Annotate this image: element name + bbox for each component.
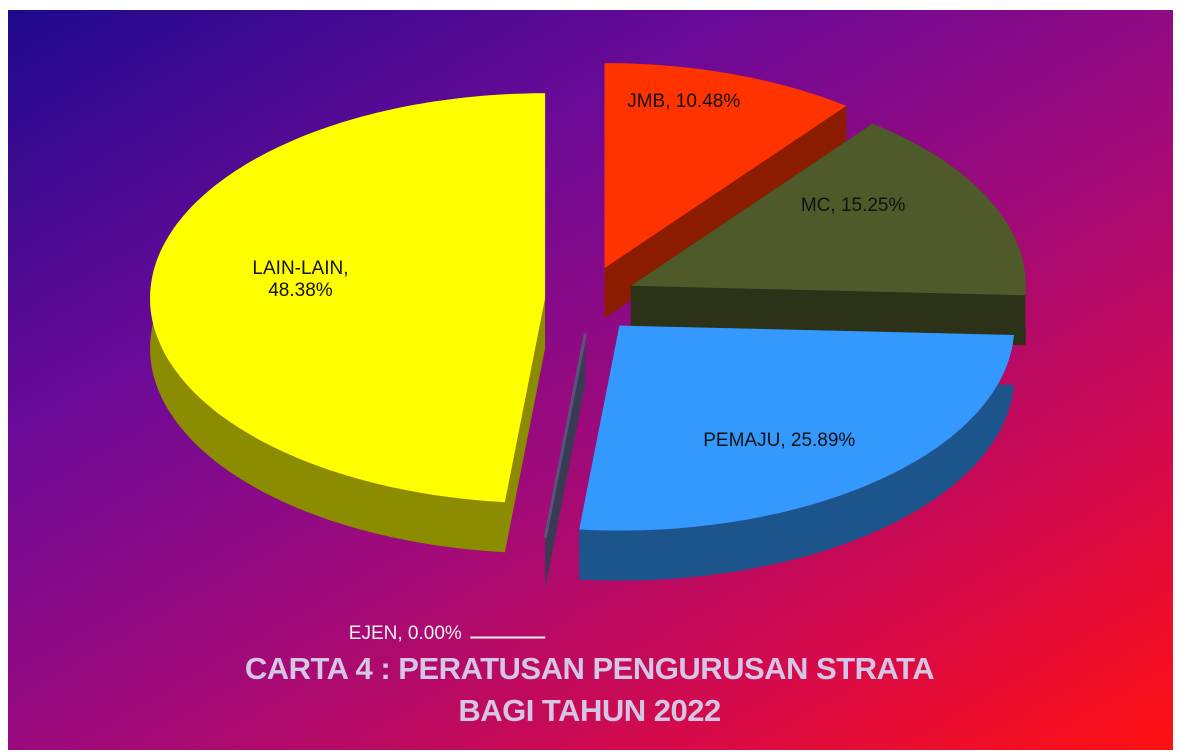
data-label: PEMAJU, 25.89%: [703, 429, 856, 451]
slice: [579, 325, 1014, 531]
data-label: JMB, 10.48%: [627, 90, 741, 112]
chart-title: CARTA 4 : PERATUSAN PENGURUSAN STRATA BA…: [244, 651, 935, 728]
data-label: LAIN-LAIN, 48.38%: [252, 257, 349, 301]
slice: [543, 333, 587, 538]
data-label: EJEN, 0.00%: [348, 622, 462, 644]
slice: [630, 123, 1026, 296]
slice-side: [545, 333, 586, 588]
slice: [150, 93, 546, 503]
data-label: MC, 15.25%: [800, 195, 906, 217]
slice-side: [579, 325, 1014, 581]
slice: [604, 63, 847, 269]
